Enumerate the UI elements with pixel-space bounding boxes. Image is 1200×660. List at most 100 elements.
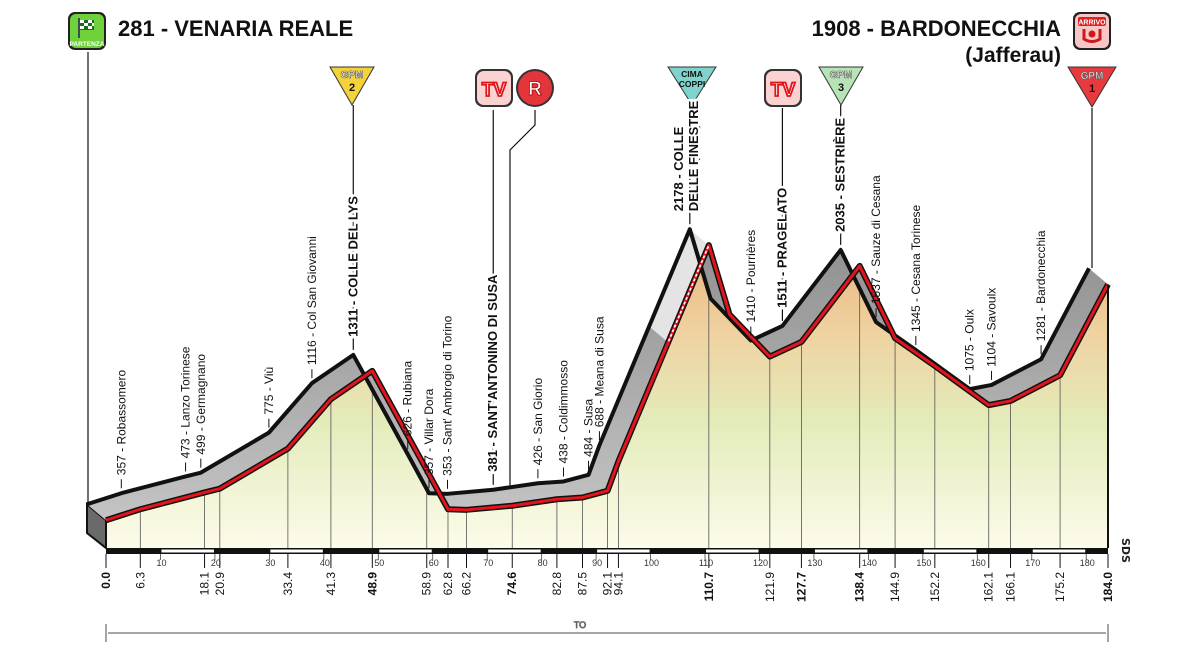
r-sprint-icon: R — [516, 69, 554, 107]
location-label: 353 - Sant' Ambrogio di Torino — [441, 315, 455, 475]
km-label: 110.7 — [702, 572, 716, 602]
start-title: 281 - VENARIA REALE — [118, 16, 353, 41]
distance-bar-segment — [270, 549, 323, 553]
x-tick-label: 120 — [753, 558, 768, 568]
unpaved-band — [649, 229, 709, 343]
svg-text:1: 1 — [1089, 83, 1095, 95]
location-label: 1281 - Bardonecchia — [1034, 230, 1048, 341]
distance-bar-segment — [379, 549, 432, 553]
finish-title: 1908 - BARDONECCHIA — [812, 16, 1061, 41]
km-label: 62.8 — [441, 572, 455, 596]
route-line — [105, 243, 1110, 522]
x-tick-label: 180 — [1080, 558, 1095, 568]
location-label: 1345 - Cesana Torinese — [909, 204, 923, 332]
distance-bar-segment — [488, 549, 541, 553]
km-label: 121.9 — [763, 572, 777, 602]
x-tick-label: 130 — [807, 558, 822, 568]
location-label: 438 - Coldimmosso — [556, 360, 570, 464]
profile-3d-band — [87, 229, 1108, 521]
location-label: 1311 - COLLE DEL LYS — [345, 196, 360, 337]
tv-icon: TV — [764, 69, 802, 107]
location-label: 357 - Villar Dora — [422, 388, 436, 475]
location-label: 381 - SANT'ANTONINO DI SUSA — [485, 274, 500, 472]
distance-bar-segment — [923, 549, 977, 553]
arrivo-icon: ARRIVO — [1073, 12, 1111, 50]
svg-text:GPM: GPM — [1081, 71, 1104, 82]
km-label: 66.2 — [460, 572, 474, 596]
km-label: 82.8 — [550, 572, 564, 596]
gpm1-icon: GPM 1 — [1067, 66, 1117, 108]
location-label: 499 - Germagnano — [194, 354, 208, 455]
distance-bar-segment — [706, 549, 759, 553]
km-label: 20.9 — [213, 572, 227, 596]
x-tick-label: 90 — [592, 558, 602, 568]
gpm3-icon: GPM 3 — [818, 66, 864, 106]
svg-text:GPM: GPM — [830, 70, 853, 81]
km-label: 74.6 — [505, 572, 519, 596]
location-label: 2178 - COLLE — [671, 126, 686, 211]
distance-bar-segment — [597, 549, 650, 553]
km-label: 94.1 — [611, 572, 625, 596]
finish-subtitle: (Jafferau) — [965, 44, 1061, 67]
location-label: 484 - Susa — [582, 398, 596, 456]
km-label: 144.9 — [888, 572, 902, 602]
gpm2-icon: GPM 2 — [329, 66, 375, 106]
location-label: 426 - San Giorio — [531, 378, 545, 466]
location-label: 688 - Meana di Susa — [592, 316, 606, 427]
svg-text:ARRIVO: ARRIVO — [1078, 20, 1106, 27]
location-label: 1104 - Savoulx — [985, 288, 999, 367]
location-label: 357 - Robassomero — [114, 370, 128, 476]
km-label: 48.9 — [365, 572, 379, 596]
location-label: 1116 - Col San Giovanni — [305, 236, 319, 365]
r-sprint-pointer — [509, 110, 536, 505]
location-label: 1075 - Oulx — [963, 309, 977, 371]
km-label: 87.5 — [575, 572, 589, 596]
distance-bar-segment — [161, 549, 214, 553]
km-label: 58.9 — [420, 572, 434, 596]
km-label: 184.0 — [1101, 572, 1115, 602]
location-label: DELLE FINESTRE — [686, 100, 701, 211]
route-line-paved — [617, 341, 670, 462]
svg-text:CIMA: CIMA — [681, 69, 703, 79]
partenza-icon: PARTENZA — [68, 12, 106, 50]
x-tick-label: 150 — [916, 558, 931, 568]
x-tick-label: 10 — [156, 558, 166, 568]
x-tick-label: 140 — [862, 558, 877, 568]
km-label: 127.7 — [794, 572, 808, 602]
brand-logo: SDS — [1119, 538, 1132, 563]
location-label: 1537 - Sauze di Cesana — [869, 175, 883, 304]
svg-text:GPM: GPM — [341, 70, 364, 81]
x-tick-label: 160 — [971, 558, 986, 568]
x-tick-label: 170 — [1025, 558, 1040, 568]
location-label: 775 - Viù — [262, 367, 276, 415]
km-label: 6.3 — [133, 572, 147, 589]
km-label: 41.3 — [324, 572, 338, 596]
km-label: 18.1 — [198, 572, 212, 596]
distance-bar-segment — [814, 549, 868, 553]
distance-bar-segment — [1032, 549, 1086, 553]
profile-fill — [106, 245, 1108, 548]
x-tick-label: 20 — [211, 558, 221, 568]
km-label: 92.1 — [601, 572, 615, 596]
km-label: 166.1 — [1004, 572, 1018, 602]
x-tick-label: 110 — [699, 558, 713, 568]
svg-text:2: 2 — [349, 82, 355, 94]
location-label: 2035 - SESTRIÈRE — [833, 117, 848, 231]
province-label: TO — [574, 620, 586, 630]
location-label: 626 - Rubiana — [401, 361, 415, 437]
km-label: 0.0 — [99, 572, 113, 589]
svg-text:3: 3 — [838, 82, 844, 94]
x-tick-label: 70 — [483, 558, 493, 568]
svg-text:COPPI: COPPI — [679, 79, 705, 89]
location-label: 1511 - PRAGELATO — [774, 188, 789, 308]
x-tick-label: 100 — [644, 558, 659, 568]
location-label: 473 - Lanzo Torinese — [179, 346, 193, 458]
km-label: 138.4 — [853, 572, 867, 602]
svg-text:PARTENZA: PARTENZA — [70, 41, 105, 48]
x-tick-label: 40 — [320, 558, 330, 568]
x-tick-label: 50 — [374, 558, 384, 568]
km-label: 175.2 — [1053, 572, 1067, 602]
x-tick-label: 60 — [429, 558, 439, 568]
cima-coppi-icon: CIMA COPPI — [667, 66, 717, 106]
